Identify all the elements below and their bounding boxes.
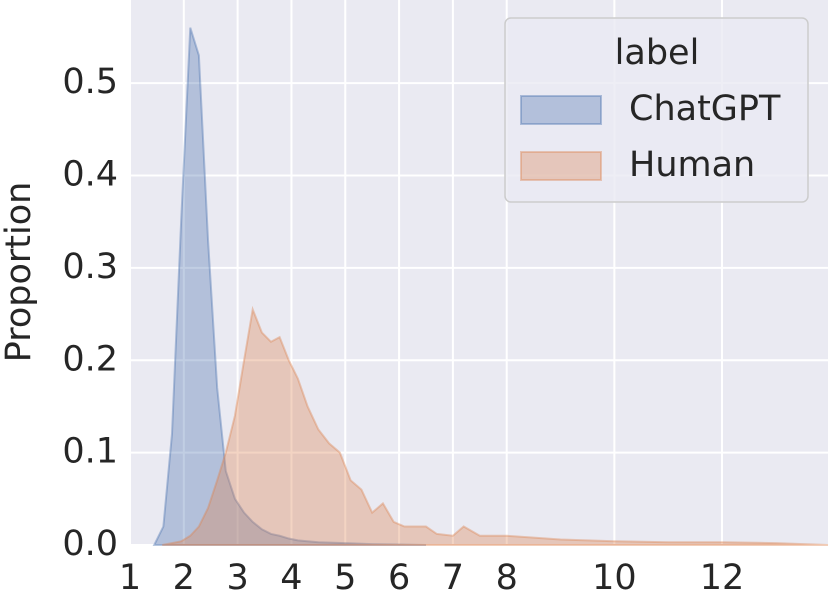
y-tick-label: 0.0 — [62, 524, 118, 564]
y-tick-label: 0.5 — [62, 62, 118, 102]
area — [162, 305, 829, 546]
area — [152, 27, 427, 546]
x-tick-label: 1 — [119, 558, 141, 598]
legend-label: ChatGPT — [629, 89, 781, 129]
x-tick-label: 4 — [280, 558, 302, 598]
legend-box — [504, 17, 809, 203]
legend-label: Human — [629, 145, 755, 185]
y-axis-label: Proportion — [0, 182, 39, 363]
x-tick-label: 3 — [226, 558, 248, 598]
x-tick-label: 10 — [592, 558, 637, 598]
x-tick-label: 5 — [334, 558, 356, 598]
x-tick-label: 12 — [700, 558, 745, 598]
y-tick-label: 0.4 — [62, 155, 118, 195]
x-tick-label: 7 — [442, 558, 464, 598]
x-tick-label: 6 — [388, 558, 410, 598]
legend-swatch — [520, 151, 602, 181]
y-tick-label: 0.3 — [62, 247, 118, 287]
legend-title: label — [615, 33, 700, 73]
y-tick-label: 0.1 — [62, 432, 118, 472]
x-tick-label: 8 — [496, 558, 518, 598]
x-tick-label: 2 — [173, 558, 195, 598]
y-tick-label: 0.2 — [62, 339, 118, 379]
legend-swatch — [520, 95, 602, 125]
